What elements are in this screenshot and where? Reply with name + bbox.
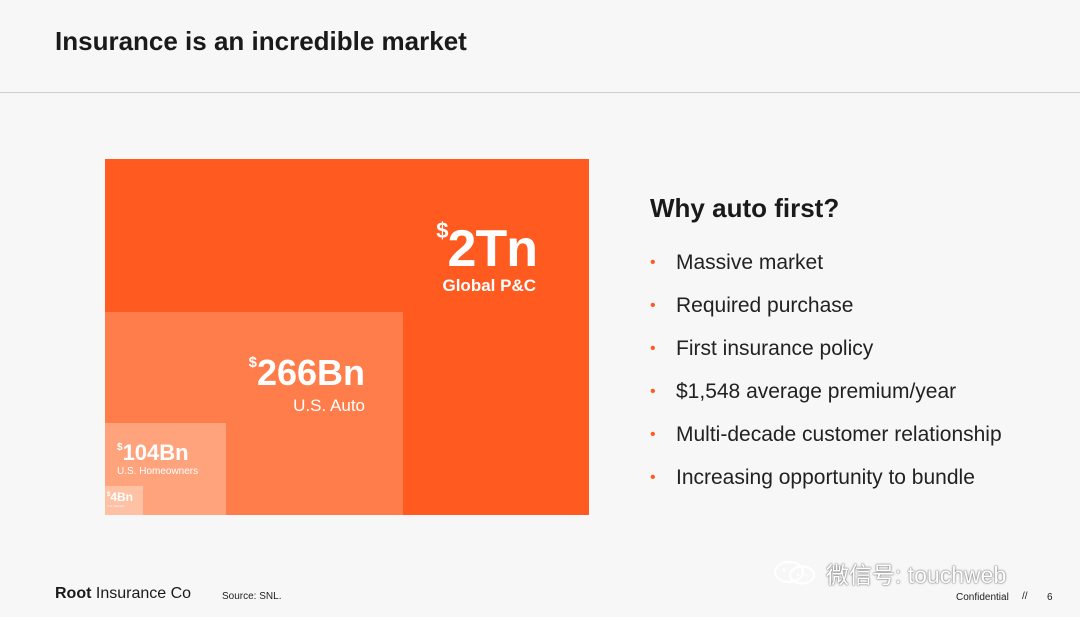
list-item: • Increasing opportunity to bundle <box>650 466 975 489</box>
global-caption: Global P&C <box>442 276 536 295</box>
bullet-icon: • <box>650 340 656 357</box>
rent-amount: 4Bn <box>110 490 134 504</box>
brand-bold: Root <box>55 585 92 602</box>
list-item: • Required purchase <box>650 294 854 317</box>
list-item: • Massive market <box>650 251 824 274</box>
global-pc-label: $2Tn Global P&C <box>436 204 538 296</box>
slide-header: Insurance is an incredible market <box>0 0 1080 93</box>
root-logo: Root Insurance Co <box>55 585 191 603</box>
global-currency: $ <box>436 218 448 243</box>
confidential-label: Confidential <box>956 592 1009 603</box>
why-heading: Why auto first? <box>650 193 840 223</box>
us-homeowners-square: $104Bn U.S. Homeowners $4Bn U.S. Renters <box>105 423 226 515</box>
list-item: • First insurance policy <box>650 337 874 360</box>
us-homeowners-label: $104Bn U.S. Homeowners <box>117 436 198 477</box>
bullet-icon: • <box>650 297 656 314</box>
footer-separator: // <box>1022 591 1028 602</box>
bullet-icon: • <box>650 254 656 271</box>
global-amount: 2Tn <box>447 220 538 278</box>
us-auto-label: $266Bn U.S. Auto <box>249 344 365 416</box>
bullet-icon: • <box>650 426 656 443</box>
auto-currency: $ <box>248 354 257 371</box>
list-item: • Multi-decade customer relationship <box>650 423 1002 446</box>
auto-amount: 266Bn <box>256 352 365 393</box>
bullet-icon: • <box>650 469 656 486</box>
bullet-icon: • <box>650 383 656 400</box>
auto-caption: U.S. Auto <box>293 396 365 415</box>
source-note: Source: SNL. <box>222 591 282 602</box>
watermark-text: 微信号: touchweb <box>826 562 1007 588</box>
market-size-chart: $2Tn Global P&C $266Bn U.S. Auto $104Bn … <box>105 159 589 515</box>
watermark: 微信号: touchweb <box>772 556 1006 590</box>
us-renters-label: $4Bn U.S. Renters <box>107 489 134 509</box>
home-caption: U.S. Homeowners <box>117 466 199 477</box>
home-amount: 104Bn <box>122 440 189 465</box>
us-auto-square: $266Bn U.S. Auto $104Bn U.S. Homeowners … <box>105 312 403 515</box>
us-renters-square: $4Bn U.S. Renters <box>105 486 143 515</box>
page-number: 6 <box>1047 592 1053 603</box>
rent-currency: $ <box>107 492 111 498</box>
list-item: • $1,548 average premium/year <box>650 380 957 403</box>
brand-rest: Insurance Co <box>91 585 192 602</box>
home-currency: $ <box>117 442 123 453</box>
why-list: • Massive market • Required purchase • Firs… <box>650 250 1002 508</box>
slide-title: Insurance is an incredible market <box>55 26 467 56</box>
wechat-icon <box>773 561 816 585</box>
rent-caption: U.S. Renters <box>107 504 125 508</box>
